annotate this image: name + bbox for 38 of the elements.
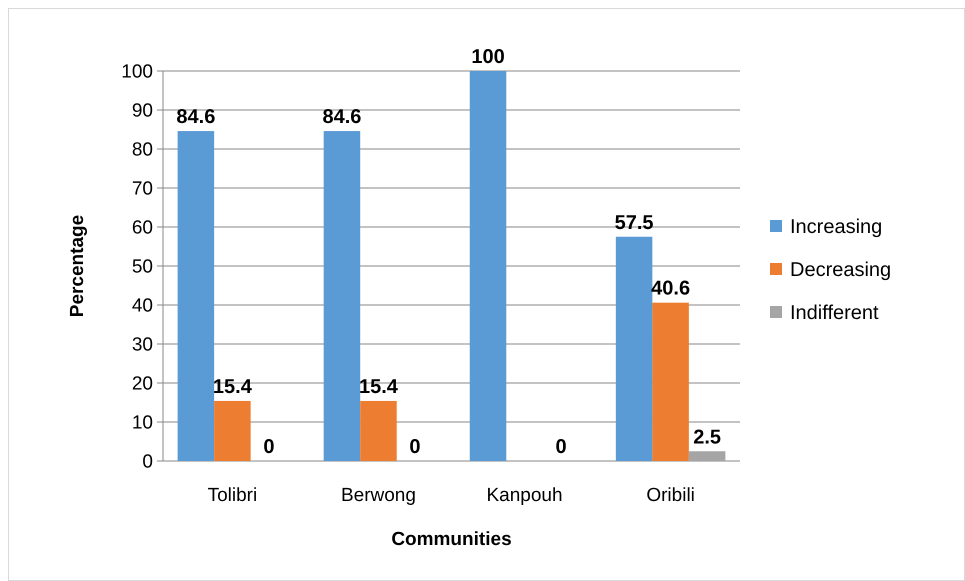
data-label: 84.6 xyxy=(322,106,362,128)
y-tick-label: 60 xyxy=(132,218,153,239)
data-label: 84.6 xyxy=(176,106,216,128)
data-label: 57.5 xyxy=(614,212,654,234)
legend-label: Increasing xyxy=(790,216,882,238)
bar xyxy=(616,236,652,461)
legend-label: Decreasing xyxy=(790,259,892,281)
bar xyxy=(324,131,360,461)
bar xyxy=(470,71,506,461)
y-tick-label: 90 xyxy=(132,100,153,122)
y-tick-label: 40 xyxy=(132,296,153,317)
y-tick-label: 100 xyxy=(121,62,153,83)
y-tick-label: 20 xyxy=(132,374,153,395)
y-tick-label: 70 xyxy=(132,178,153,200)
bar xyxy=(214,400,251,461)
legend-label: Indifferent xyxy=(790,302,880,324)
data-label: 15.4 xyxy=(212,376,253,398)
y-tick-label: 0 xyxy=(142,452,153,473)
y-tick-label: 30 xyxy=(132,334,153,356)
y-tick-label: 10 xyxy=(132,412,153,434)
data-label: 2.5 xyxy=(693,426,722,448)
data-label: 0 xyxy=(555,436,567,458)
bar xyxy=(688,451,726,461)
data-label: 15.4 xyxy=(358,376,399,398)
bar xyxy=(360,400,397,461)
x-axis-title: Communities xyxy=(391,529,512,550)
y-axis-title: Percentage xyxy=(67,214,88,318)
x-tick-label: Kanpouh xyxy=(486,485,563,506)
y-tick-label: 50 xyxy=(132,256,153,278)
data-label: 0 xyxy=(263,436,274,458)
x-tick-label: Oribili xyxy=(646,485,695,506)
x-tick-label: Berwong xyxy=(340,485,416,506)
data-label: 100 xyxy=(471,46,505,68)
bar xyxy=(652,302,689,461)
bar xyxy=(178,131,214,461)
data-label: 0 xyxy=(409,436,421,458)
x-tick-label: Tolibri xyxy=(208,485,258,506)
y-tick-label: 80 xyxy=(132,140,153,161)
